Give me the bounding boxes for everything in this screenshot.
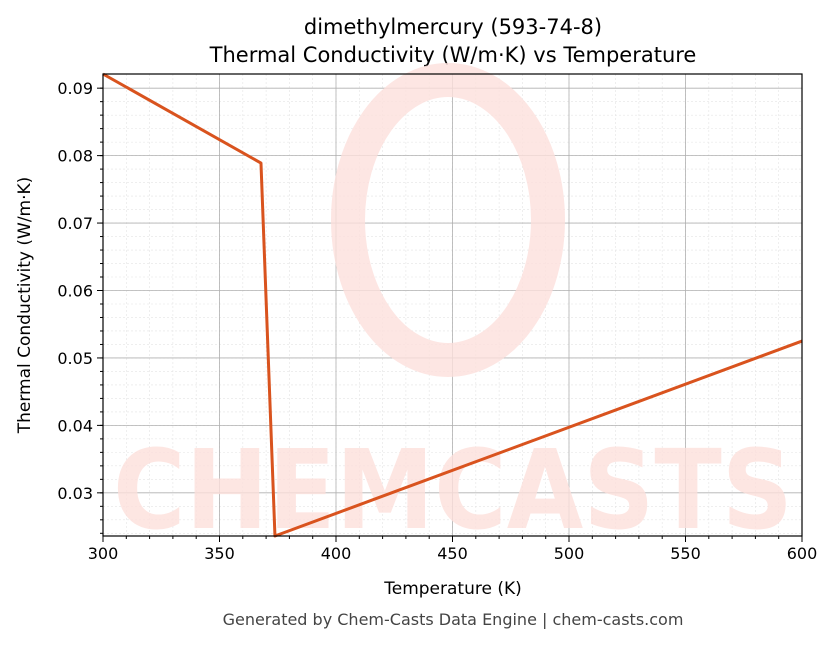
x-tick-label: 350 xyxy=(204,544,235,563)
y-tick-label: 0.06 xyxy=(57,281,93,300)
chart-subtitle: Thermal Conductivity (W/m·K) vs Temperat… xyxy=(209,43,697,67)
x-tick-label: 500 xyxy=(554,544,585,563)
watermark: CHEMCASTS xyxy=(113,63,793,554)
x-tick-label: 450 xyxy=(437,544,468,563)
x-tick-label: 550 xyxy=(670,544,701,563)
y-tick-label: 0.04 xyxy=(57,416,93,435)
y-tick-label: 0.08 xyxy=(57,147,93,166)
y-axis-label: Thermal Conductivity (W/m·K) xyxy=(15,177,35,435)
y-tick-label: 0.07 xyxy=(57,214,93,233)
x-axis-label: Temperature (K) xyxy=(383,579,522,599)
x-tick-label: 300 xyxy=(88,544,119,563)
y-tick-label: 0.09 xyxy=(57,79,93,98)
series-line xyxy=(102,72,803,538)
series xyxy=(102,72,803,538)
x-tick-label: 400 xyxy=(321,544,352,563)
y-tick-label: 0.05 xyxy=(57,349,93,368)
x-tick-label: 600 xyxy=(787,544,818,563)
ticks: 300 350 400 450 500 550 600 0.03 0.04 0.05 0.06 0.0… xyxy=(57,79,817,563)
grid xyxy=(102,74,803,536)
footer: Generated by Chem-Casts Data Engine | ch… xyxy=(223,610,684,629)
watermark-logo-ring xyxy=(331,63,565,377)
watermark-text: CHEMCASTS xyxy=(113,426,793,554)
chart-title: dimethylmercury (593-74-8) xyxy=(304,15,602,39)
y-tick-label: 0.03 xyxy=(57,484,93,503)
